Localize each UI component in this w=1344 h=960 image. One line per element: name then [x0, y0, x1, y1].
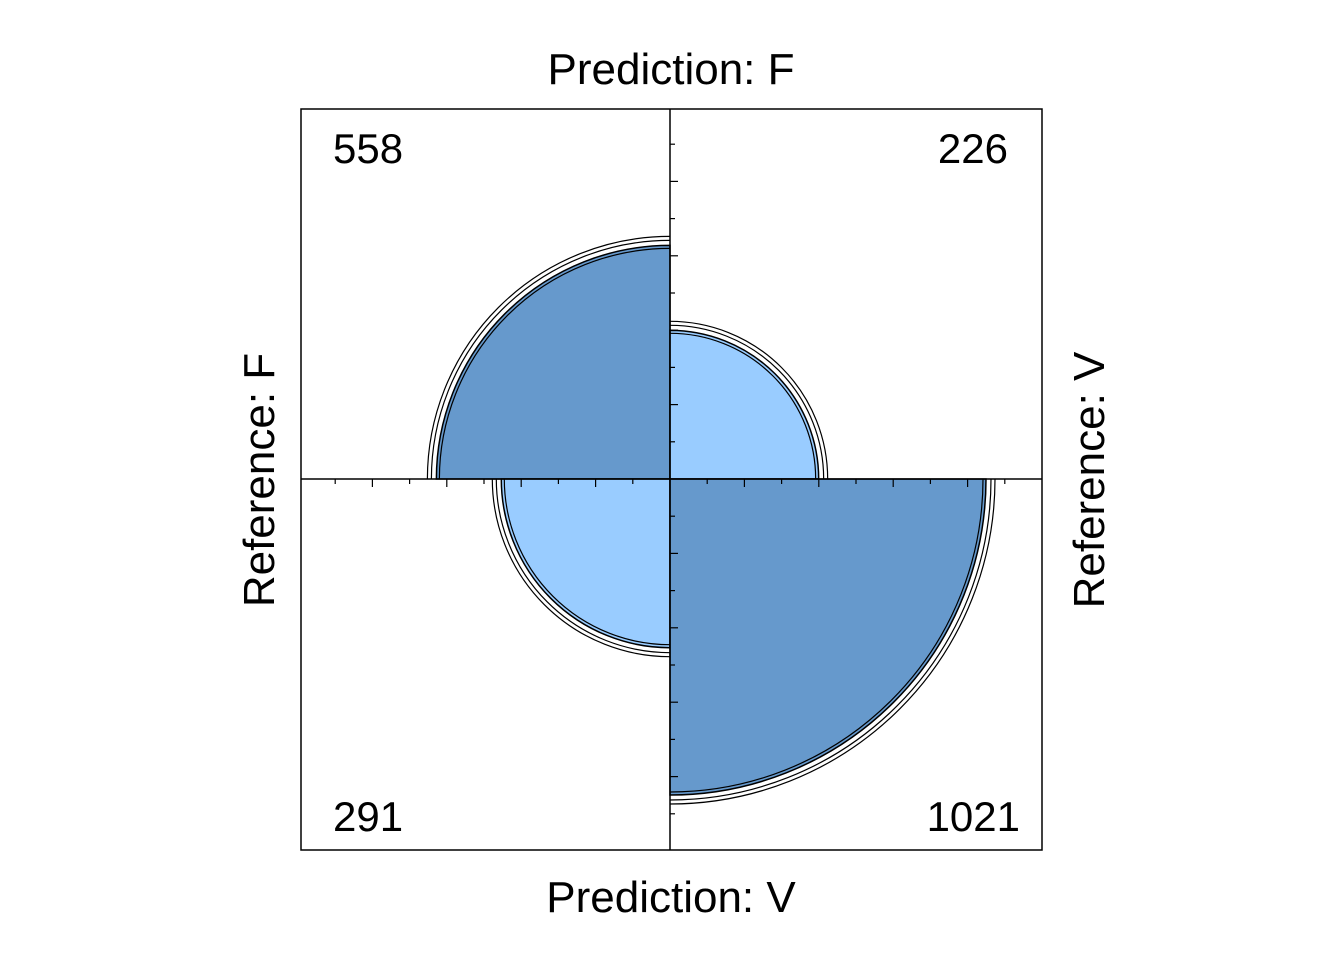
confidence-ring-bottom-left-2 — [495, 478, 671, 654]
confidence-ring-bottom-left-3 — [491, 478, 671, 658]
count-top-left: 558 — [333, 125, 403, 172]
count-bottom-left: 291 — [333, 793, 403, 840]
confidence-ring-bottom-left-1 — [503, 478, 671, 646]
confidence-ring-bottom-right-2 — [669, 478, 992, 801]
count-bottom-right: 1021 — [927, 793, 1020, 840]
title-bottom: Prediction: V — [546, 873, 796, 922]
sector-top-left — [435, 244, 671, 480]
sectors-layer — [426, 235, 996, 805]
sector-bottom-left — [500, 478, 671, 649]
confidence-ring-top-right-2 — [669, 324, 825, 480]
confidence-ring-top-left-2 — [430, 239, 671, 480]
label-right: Reference: V — [1065, 351, 1114, 608]
confidence-ring-bottom-right-1 — [669, 478, 984, 793]
plot-frame — [300, 108, 1043, 851]
confidence-ring-top-left-3 — [426, 235, 671, 480]
sector-top-right — [669, 329, 820, 480]
confidence-ring-top-left-1 — [438, 247, 671, 480]
axes-layer — [301, 109, 1042, 850]
title-top: Prediction: F — [548, 45, 795, 94]
sector-bottom-right — [669, 478, 987, 796]
count-top-right: 226 — [938, 125, 1008, 172]
confidence-ring-bottom-right-3 — [669, 478, 996, 805]
confidence-ring-top-right-3 — [669, 320, 829, 480]
label-left: Reference: F — [235, 353, 284, 607]
confidence-ring-top-right-1 — [669, 332, 817, 480]
